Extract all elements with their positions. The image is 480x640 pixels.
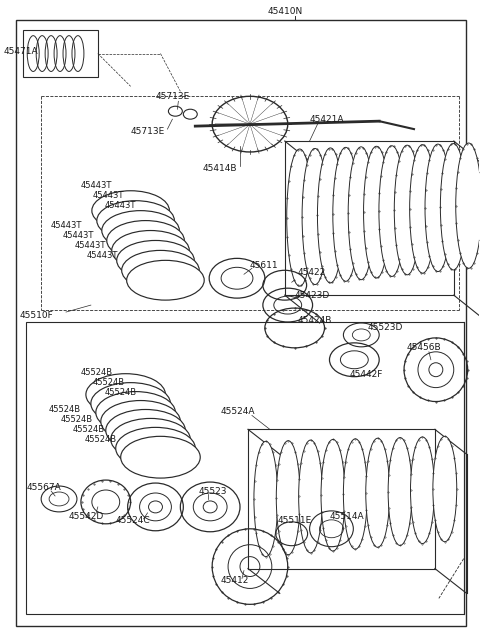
Ellipse shape: [86, 374, 166, 415]
Ellipse shape: [343, 439, 367, 549]
Ellipse shape: [120, 436, 200, 478]
Ellipse shape: [409, 145, 435, 273]
Text: 45511E: 45511E: [278, 516, 312, 525]
Ellipse shape: [321, 440, 345, 551]
Ellipse shape: [111, 419, 190, 460]
Text: 45524B: 45524B: [93, 378, 125, 387]
Ellipse shape: [348, 147, 374, 280]
Text: 45524C: 45524C: [116, 516, 150, 525]
Text: 45471A: 45471A: [3, 47, 38, 56]
Ellipse shape: [91, 383, 170, 424]
Text: 45424B: 45424B: [298, 316, 332, 324]
Ellipse shape: [379, 146, 405, 276]
Ellipse shape: [107, 221, 184, 260]
Ellipse shape: [101, 401, 180, 442]
Ellipse shape: [97, 201, 174, 241]
Ellipse shape: [456, 143, 480, 268]
Text: 45514A: 45514A: [329, 513, 364, 522]
Ellipse shape: [410, 437, 434, 543]
Ellipse shape: [276, 441, 300, 555]
Text: 45443T: 45443T: [87, 251, 118, 260]
Text: 45524B: 45524B: [49, 405, 81, 414]
Ellipse shape: [102, 211, 180, 250]
Text: 45456B: 45456B: [407, 343, 442, 353]
Ellipse shape: [299, 440, 323, 553]
Ellipse shape: [92, 191, 169, 230]
Text: 45524B: 45524B: [85, 435, 117, 444]
Ellipse shape: [254, 442, 278, 557]
Text: 45523: 45523: [198, 486, 227, 495]
Bar: [23, 29, 98, 77]
Text: 45524B: 45524B: [73, 425, 105, 434]
Text: 45524B: 45524B: [81, 368, 113, 377]
Ellipse shape: [333, 147, 359, 282]
Ellipse shape: [433, 436, 457, 541]
Ellipse shape: [116, 428, 195, 469]
Text: 45443T: 45443T: [63, 231, 95, 240]
Ellipse shape: [122, 250, 199, 290]
Text: 45422: 45422: [298, 268, 326, 276]
Text: 45443T: 45443T: [51, 221, 83, 230]
Text: 45443T: 45443T: [105, 201, 136, 210]
Ellipse shape: [440, 143, 466, 270]
Text: 45421A: 45421A: [310, 115, 344, 124]
Ellipse shape: [302, 148, 328, 285]
Text: 45443T: 45443T: [81, 181, 112, 190]
Text: 45443T: 45443T: [75, 241, 107, 250]
Text: 45524B: 45524B: [61, 415, 93, 424]
Text: 45412: 45412: [220, 576, 249, 585]
Text: 45442F: 45442F: [349, 370, 383, 379]
Ellipse shape: [117, 241, 194, 280]
Text: 45542D: 45542D: [69, 513, 104, 522]
Text: 45567A: 45567A: [26, 483, 61, 492]
Text: 45713E: 45713E: [131, 127, 165, 136]
Text: 45524B: 45524B: [105, 388, 137, 397]
Ellipse shape: [287, 149, 312, 286]
Ellipse shape: [425, 144, 451, 271]
Text: 45443T: 45443T: [93, 191, 124, 200]
Text: 45410N: 45410N: [268, 7, 303, 16]
Ellipse shape: [388, 438, 412, 545]
Text: 45524A: 45524A: [220, 407, 254, 416]
Text: 45510F: 45510F: [19, 310, 53, 319]
Text: 45611: 45611: [250, 261, 278, 270]
Ellipse shape: [96, 392, 175, 433]
Ellipse shape: [106, 410, 185, 451]
Text: 45414B: 45414B: [202, 164, 237, 173]
Bar: [26, 322, 464, 614]
Text: 45423D: 45423D: [295, 291, 330, 300]
Text: 45713E: 45713E: [156, 92, 190, 101]
Ellipse shape: [363, 147, 389, 278]
Ellipse shape: [317, 148, 343, 283]
Ellipse shape: [112, 230, 189, 270]
Ellipse shape: [127, 260, 204, 300]
Ellipse shape: [366, 438, 390, 547]
Text: 45523D: 45523D: [367, 323, 403, 332]
Ellipse shape: [394, 145, 420, 275]
